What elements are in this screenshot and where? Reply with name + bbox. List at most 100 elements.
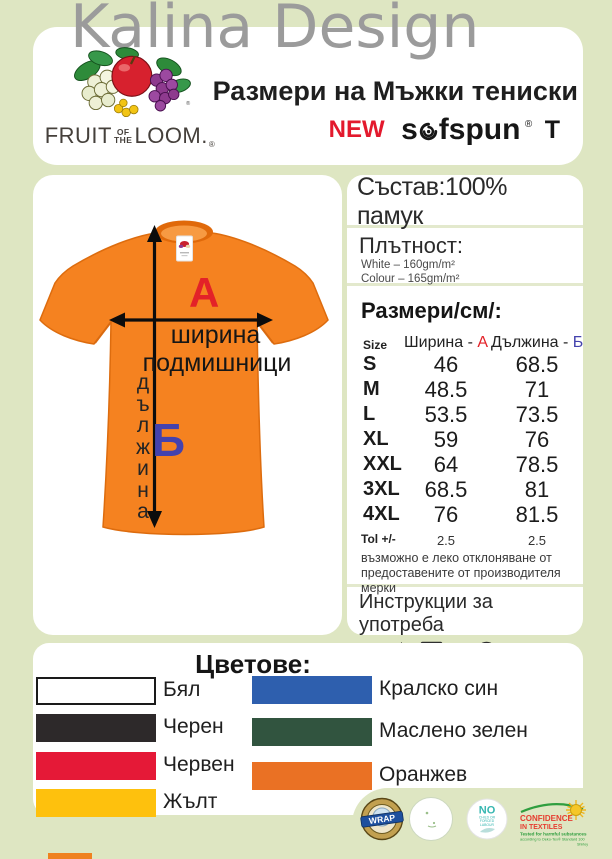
sofspun-swirl-icon [419,122,437,140]
length-value: 76 [524,427,550,452]
dove-icon [480,828,495,833]
tshirt-diagram-panel: А ширина подмишници д ъ л ж и н а Б [33,175,342,635]
sizes-heading: Размери/см/: [361,298,502,323]
measure-a-letter: А [189,269,220,316]
info-panel: Състав:100% памук Плътност: White – 160g… [347,173,583,664]
sizes-table: Size Ширина - А Дължина - Б S 46 68.5 M … [347,334,583,548]
color-swatch-yellow [36,789,156,817]
svg-text:Shirley: Shirley [577,843,588,847]
tolerance-label: Tol +/- [361,532,396,546]
length-arrow [147,225,162,528]
new-badge: NEW [328,116,385,143]
svg-text:according to Oeko-Tex® Standar: according to Oeko-Tex® Standard 100 [520,838,585,842]
length-caption-vertical: д ъ л ж и н а [135,371,151,523]
composition-text: Състав:100% памук [357,173,507,230]
size-label: 4XL [363,503,400,525]
length-value: 71 [524,377,550,402]
page-edge-orange-strip [48,853,92,859]
fotl-of-the: OF THE [113,127,133,145]
product-brand-line: NEW s fspun ® T [190,113,560,147]
deviation-note: възможно е леко отклоняване от предостав… [361,551,561,595]
svg-text:®: ® [186,100,191,107]
color-swatch-royal-blue [252,676,372,704]
fotl-fruit: FRUIT [44,123,112,148]
color-label: Черен [163,715,224,738]
left-sleeve-seam [94,321,112,344]
col-header-size: Size [363,338,388,352]
size-label: XXL [363,453,402,475]
wrap-certification-logo: WRAP [360,797,404,841]
color-swatch-orange [252,762,372,790]
svg-text:CONFIDENCE: CONFIDENCE [520,814,574,823]
width-value: 76 [433,502,459,527]
fotl-registered-mark: ® [208,140,216,149]
tshirt-body [39,232,329,536]
svg-text:IN TEXTILES: IN TEXTILES [520,824,563,831]
colors-panel: Цветове: Бял Черен Червен Жълт Кралско с… [33,643,583,817]
oeko-tex-sun-icon [566,800,586,820]
density-title: Плътност: [359,233,464,258]
size-label: XL [363,428,389,450]
length-value: 78.5 [515,452,559,477]
no-child-labour-logo: NO CHILD OR FORCED LABOUR [466,798,508,840]
svg-text:WRAP: WRAP [368,812,396,826]
round-certification-logo [409,797,453,841]
width-value: 48.5 [424,377,468,402]
measure-b-letter: Б [152,414,186,466]
sofspun-t-suffix: T [544,116,560,144]
length-value: 81 [524,477,550,502]
svg-text:Tested for harmful substances: Tested for harmful substances [520,832,587,837]
size-label: 3XL [363,478,400,500]
width-value: 59 [433,427,459,452]
care-title: Инструкции за употреба [359,591,493,636]
width-value: 53.5 [424,402,468,427]
color-swatch-white [36,677,156,705]
color-label: Оранжев [379,763,468,786]
col-header-length: Дължина - Б [491,334,584,351]
collar-inner [161,225,207,242]
svg-text:FORCED: FORCED [480,819,495,823]
fotl-loom: LOOM. [134,123,208,148]
page-title: Размери на Мъжки тениски [212,76,578,106]
brand-watermark: Kalina Design [70,0,480,62]
size-label: M [363,378,380,400]
size-label: S [363,353,377,375]
width-caption-line2: подмишници [142,349,292,377]
width-value: 46 [433,352,459,377]
color-swatch-bottle-green [252,718,372,746]
color-swatch-red [36,752,156,780]
svg-text:CHILD OR: CHILD OR [479,816,496,820]
color-swatch-black [36,714,156,742]
size-label: L [363,403,376,425]
fruit-cluster-icon: ® [74,47,191,118]
tolerance-width: 2.5 [436,533,456,548]
length-value: 68.5 [515,352,559,377]
svg-text:NO: NO [479,805,496,817]
width-caption-line1: ширина [170,321,261,349]
confidence-in-textiles-logo: CONFIDENCE IN TEXTILES Tested for harmfu… [520,800,588,847]
svg-text:LABOUR: LABOUR [480,823,494,827]
color-label: Кралско син [379,677,499,700]
fruit-of-the-loom-logo: ® FRUIT OF THE LOOM. ® [42,44,218,149]
neck-label [176,235,193,262]
length-value: 73.5 [515,402,559,427]
width-value: 64 [433,452,459,477]
composition-section: Състав:100% памук [347,173,583,230]
color-label: Маслено зелен [379,719,528,742]
density-white: White – 160gm/m² [361,259,455,271]
tolerance-length: 2.5 [527,533,547,548]
sofspun-registered-mark: ® [524,119,533,130]
sofspun-wordmark: s fspun [401,113,521,146]
col-header-width: Ширина - А [403,334,489,351]
tshirt-measurement-illustration [39,220,329,536]
sizes-section: Размери/см/: Size Ширина - А Дължина - Б… [347,286,583,595]
width-value: 68.5 [424,477,468,502]
density-colour: Colour – 165gm/m² [361,272,460,285]
color-label: Бял [163,678,201,701]
length-value: 81.5 [515,502,559,527]
color-label: Жълт [163,790,218,813]
width-arrow [109,312,273,328]
fruit-of-the-loom-wordmark: FRUIT OF THE LOOM. ® [42,123,218,149]
color-label: Червен [163,753,235,776]
